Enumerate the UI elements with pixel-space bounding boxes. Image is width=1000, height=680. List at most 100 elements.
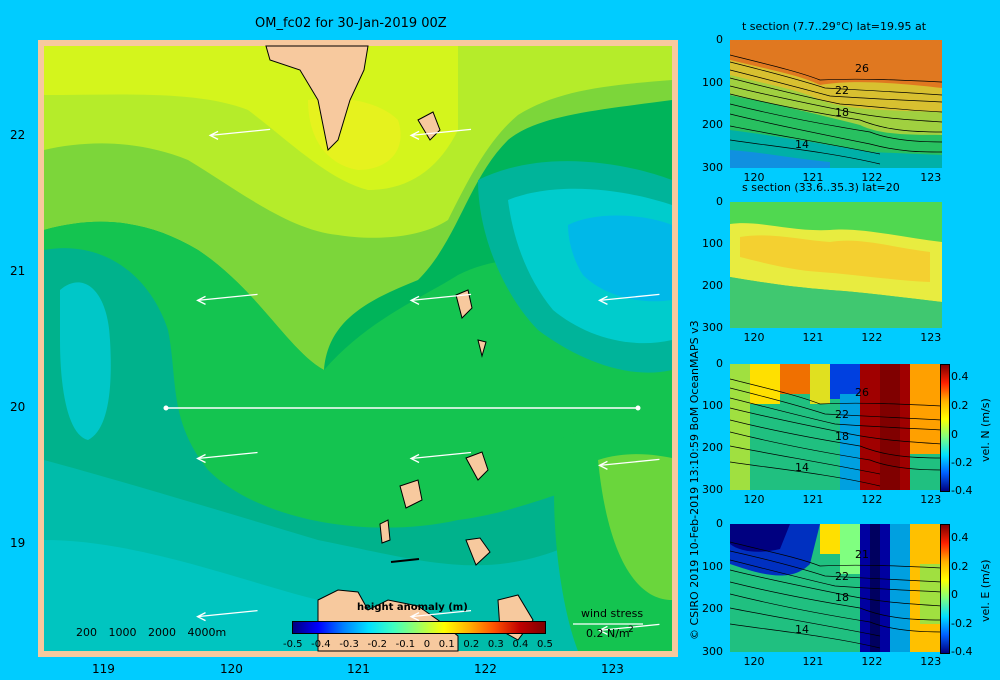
t-contours <box>730 54 942 165</box>
ve-cb-m04: -0.4 <box>951 645 973 658</box>
section-ytick: 200 <box>702 441 723 454</box>
ve-contours <box>730 541 942 649</box>
vn-cb-0: 0 <box>951 428 958 441</box>
vn-cb-04: 0.4 <box>951 370 969 383</box>
main-title: OM_fc02 for 30-Jan-2019 00Z <box>255 16 447 31</box>
section-xtick: 122 <box>861 331 883 344</box>
section-xtick: 120 <box>743 171 765 184</box>
wind-arrow <box>196 451 258 464</box>
ve-label-22: 22 <box>835 570 849 583</box>
map-ytick-21: 21 <box>10 264 26 278</box>
vn-label-18: 18 <box>835 430 849 443</box>
section-line <box>163 405 641 411</box>
ve-label-21: 21 <box>855 548 869 561</box>
section-xtick: 120 <box>743 655 765 668</box>
map-xtick-123: 123 <box>601 662 624 676</box>
section-ytick: 300 <box>702 483 723 496</box>
map-xtick-119: 119 <box>92 662 115 676</box>
section-ytick: 200 <box>702 279 723 292</box>
map-xtick-120: 120 <box>220 662 243 676</box>
map-ytick-22: 22 <box>10 128 26 142</box>
section-xtick: 121 <box>802 655 824 668</box>
vn-contours <box>730 378 942 487</box>
wind-arrow <box>597 293 660 305</box>
depth-4000: 4000m <box>188 626 227 639</box>
map-ytick-20: 20 <box>10 400 26 414</box>
vn-cb-m04: -0.4 <box>951 484 973 497</box>
height-anomaly-field <box>44 46 672 651</box>
section-ytick: 300 <box>702 161 723 174</box>
wind-legend-title: wind stress <box>581 607 643 620</box>
vn-cb-m02: -0.2 <box>951 456 973 469</box>
wind-arrow <box>597 623 660 635</box>
ve-label-14: 14 <box>795 623 809 636</box>
t-label-22: 22 <box>835 84 849 97</box>
section-xtick: 123 <box>920 655 942 668</box>
ve-cb-m02: -0.2 <box>951 617 973 630</box>
section-ytick: 0 <box>716 195 723 208</box>
vn-section-panel <box>730 364 942 490</box>
map-ytick-19: 19 <box>10 536 26 550</box>
depth-1000: 1000 <box>109 626 137 639</box>
vn-label-22: 22 <box>835 408 849 421</box>
section-ytick: 300 <box>702 645 723 658</box>
t-section-panel <box>730 40 942 168</box>
section-xtick: 123 <box>920 493 942 506</box>
wind-arrow <box>409 609 472 622</box>
section-ytick: 200 <box>702 602 723 616</box>
wind-arrow <box>196 293 258 305</box>
ve-cb-0: 0 <box>951 588 958 601</box>
section-ytick: 0 <box>716 33 723 46</box>
land-masses <box>265 45 534 652</box>
section-xtick: 122 <box>861 171 883 184</box>
vn-label-14: 14 <box>795 461 809 474</box>
section-xtick: 120 <box>743 331 765 344</box>
t-label-14: 14 <box>795 138 809 151</box>
depth-200: 200 <box>76 626 97 639</box>
map-xtick-122: 122 <box>474 662 497 676</box>
ve-cb-02: 0.2 <box>951 560 969 573</box>
wind-vectors <box>196 128 660 635</box>
ve-section-panel <box>730 524 942 652</box>
ve-cb-04: 0.4 <box>951 531 969 544</box>
ve-colorbar-label: vel. E (m/s) <box>979 559 992 622</box>
section-xtick: 120 <box>743 493 765 506</box>
depth-2000: 2000 <box>148 626 176 639</box>
section-ytick: 100 <box>702 559 723 573</box>
section-ytick: 100 <box>702 75 723 89</box>
wind-arrow <box>409 128 472 140</box>
section-ytick: 200 <box>702 118 723 132</box>
ve-colorbar <box>940 524 950 654</box>
map-panel: 200 1000 2000 4000m wind stress 0.2 N/m … <box>38 40 678 657</box>
vn-cb-02: 0.2 <box>951 399 969 412</box>
wind-arrow <box>597 458 660 470</box>
vn-colorbar <box>940 364 950 492</box>
credit-text: © CSIRO 2019 10-Feb-2019 13:10:59 BoM Oc… <box>688 320 701 640</box>
colorbar-title: height anomaly (m) <box>357 602 468 613</box>
vn-label-26: 26 <box>855 386 869 399</box>
s-section-panel <box>730 202 942 328</box>
section-ytick: 300 <box>702 321 723 334</box>
section-xtick: 121 <box>802 171 824 184</box>
wind-legend-value: 0.2 N/m <box>586 627 630 640</box>
section-ytick: 0 <box>716 357 723 370</box>
wind-arrow <box>196 609 258 622</box>
depth-legend: 200 1000 2000 4000m <box>76 626 226 639</box>
map-xtick-121: 121 <box>347 662 370 676</box>
section-ytick: 100 <box>702 399 723 412</box>
section-ytick: 100 <box>702 237 723 250</box>
vn-colorbar-label: vel. N (m/s) <box>979 398 992 462</box>
t-label-18: 18 <box>835 106 849 119</box>
colorbar-ticks: -0.5 -0.4 -0.3 -0.2 -0.1 0 0.1 0.2 0.3 0… <box>283 639 553 650</box>
section-xtick: 121 <box>802 331 824 344</box>
height-colorbar <box>292 621 546 634</box>
section-xtick: 123 <box>920 171 942 184</box>
wind-arrow <box>409 451 472 464</box>
wind-legend-superscript: 2 <box>628 625 634 635</box>
wind-arrow <box>208 128 271 140</box>
t-label-26: 26 <box>855 62 869 75</box>
t-section-title: t section (7.7..29°C) lat=19.95 at <box>742 20 927 33</box>
section-xtick: 122 <box>861 655 883 668</box>
wind-arrow <box>409 293 472 305</box>
ve-label-18: 18 <box>835 591 849 604</box>
